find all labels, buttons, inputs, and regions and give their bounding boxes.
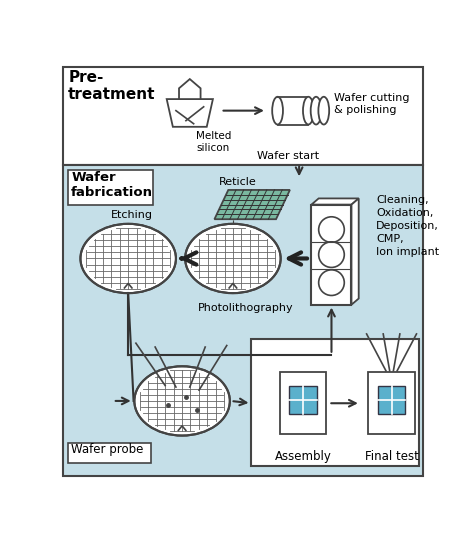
Text: Assembly: Assembly (274, 449, 331, 462)
Circle shape (319, 217, 344, 242)
FancyBboxPatch shape (68, 170, 153, 205)
Polygon shape (352, 198, 359, 304)
FancyBboxPatch shape (311, 205, 352, 304)
FancyBboxPatch shape (63, 164, 423, 476)
FancyBboxPatch shape (289, 386, 317, 414)
Text: Cleaning,
Oxidation,
Deposition,
CMP,
Ion implant: Cleaning, Oxidation, Deposition, CMP, Io… (376, 194, 439, 257)
Text: Wafer cutting
& polishing: Wafer cutting & polishing (334, 93, 409, 114)
Text: Wafer probe: Wafer probe (71, 442, 144, 455)
Text: Photolithography: Photolithography (198, 303, 294, 313)
Circle shape (319, 242, 344, 267)
Ellipse shape (134, 366, 230, 436)
FancyBboxPatch shape (378, 386, 405, 414)
Text: Final test: Final test (365, 449, 419, 462)
Ellipse shape (319, 97, 329, 125)
FancyBboxPatch shape (63, 67, 423, 164)
FancyBboxPatch shape (280, 373, 326, 434)
Ellipse shape (185, 224, 281, 293)
Polygon shape (179, 79, 201, 99)
FancyBboxPatch shape (68, 442, 151, 462)
FancyBboxPatch shape (368, 373, 415, 434)
Text: Etching: Etching (111, 210, 153, 220)
Text: Reticle: Reticle (219, 177, 256, 187)
Ellipse shape (310, 97, 321, 125)
Text: Wafer start: Wafer start (257, 151, 319, 161)
Polygon shape (311, 198, 359, 205)
Text: Pre-
treatment: Pre- treatment (68, 70, 155, 102)
FancyBboxPatch shape (251, 339, 419, 466)
Polygon shape (167, 99, 213, 127)
Circle shape (319, 270, 344, 295)
Text: Melted
silicon: Melted silicon (196, 132, 231, 153)
Ellipse shape (303, 97, 314, 125)
FancyBboxPatch shape (278, 97, 309, 125)
Text: Wafer
fabrication: Wafer fabrication (71, 171, 153, 199)
Ellipse shape (272, 97, 283, 125)
Polygon shape (214, 190, 290, 219)
Ellipse shape (81, 224, 176, 293)
